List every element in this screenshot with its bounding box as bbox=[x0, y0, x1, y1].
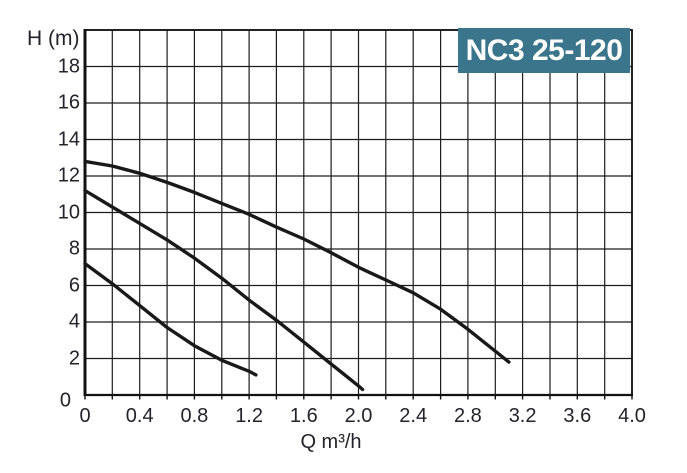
grid bbox=[83, 29, 633, 400]
x-tick-label: 3.2 bbox=[508, 405, 537, 427]
x-tick-label: 1.6 bbox=[289, 405, 318, 427]
y-tick-label: 2 bbox=[68, 347, 80, 369]
x-tick-label: 0.4 bbox=[125, 405, 154, 427]
y-tick-label: 4 bbox=[68, 310, 80, 333]
model-badge: NC3 25-120 bbox=[458, 28, 630, 73]
x-axis-title: Q m³/h bbox=[300, 431, 362, 453]
x-tick-label: 2.4 bbox=[399, 405, 428, 427]
pump-curve-3-min-speed bbox=[83, 261, 258, 377]
y-tick-label: 8 bbox=[68, 237, 80, 260]
x-tick-label: 2.8 bbox=[453, 405, 482, 427]
x-tick-label: 2.0 bbox=[344, 405, 373, 427]
y-tick-label: 12 bbox=[57, 164, 80, 187]
x-tick-label: 1.2 bbox=[235, 405, 263, 427]
x-tick-label: 4.0 bbox=[618, 405, 646, 427]
x-tick-label: 0 bbox=[79, 405, 91, 427]
y-tick-label: 10 bbox=[57, 201, 80, 223]
x-tick-label: 0.8 bbox=[180, 405, 209, 427]
y-tick-label: 6 bbox=[68, 274, 80, 296]
y-axis-title: H (m) bbox=[27, 27, 80, 50]
pump-curve-2-mid-speed bbox=[83, 188, 365, 392]
y-tick-label: 0 bbox=[59, 389, 71, 412]
y-tick-label: 16 bbox=[57, 91, 80, 114]
pump-curve-1-max-speed bbox=[83, 159, 511, 364]
x-tick-label: 3.6 bbox=[563, 405, 592, 427]
y-tick-label: 14 bbox=[57, 128, 80, 150]
y-tick-label: 18 bbox=[57, 55, 80, 77]
